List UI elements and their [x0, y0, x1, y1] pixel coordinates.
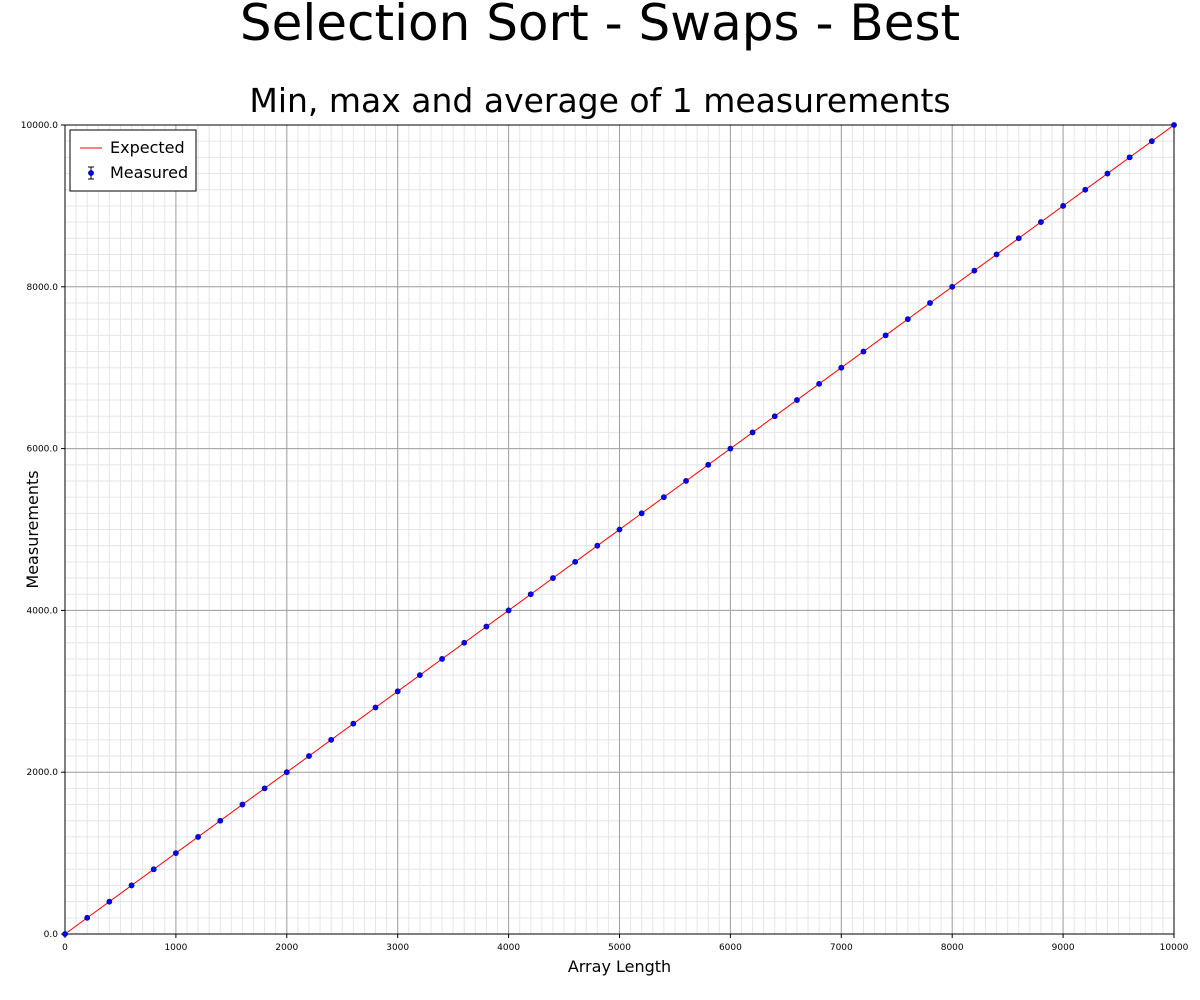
measured-point — [550, 575, 556, 581]
measured-point — [816, 380, 823, 387]
measured-point — [505, 607, 512, 614]
x-tick-label: 4000 — [497, 943, 520, 953]
legend-measured-swatch — [88, 166, 94, 180]
y-axis-ticks: 0.0 2000.0 4000.0 6000.0 8000.0 10000.0 — [21, 121, 65, 940]
measured-point — [1082, 186, 1089, 193]
measured-point — [949, 283, 956, 290]
y-tick-label: 6000.0 — [27, 445, 59, 455]
legend-measured-point — [88, 170, 94, 176]
y-tick-label: 8000.0 — [27, 283, 59, 293]
y-tick-label: 0.0 — [44, 930, 59, 940]
measured-point — [217, 817, 224, 824]
measured-point — [572, 558, 579, 565]
measured-point — [1148, 138, 1155, 145]
measured-point — [683, 478, 689, 484]
x-tick-label: 3000 — [386, 943, 409, 953]
x-axis-label: Array Length — [568, 957, 671, 976]
legend-measured-label: Measured — [110, 163, 188, 182]
measured-point — [860, 348, 867, 355]
x-tick-label: 2000 — [275, 943, 298, 953]
x-tick-label: 9000 — [1052, 943, 1075, 953]
measured-point — [838, 364, 845, 371]
measured-point — [439, 656, 445, 662]
measured-point — [461, 639, 468, 646]
x-tick-label: 1000 — [164, 943, 187, 953]
measured-point — [416, 672, 423, 679]
measured-point — [84, 914, 91, 921]
measured-point — [1104, 170, 1111, 177]
measured-point — [749, 429, 756, 436]
y-axis-label: Measurements — [23, 470, 42, 588]
measured-point — [483, 623, 490, 630]
measured-point — [1171, 122, 1177, 128]
measured-point — [616, 526, 623, 533]
y-tick-label: 4000.0 — [27, 606, 59, 616]
legend: Expected Measured — [69, 129, 197, 192]
measured-point — [705, 461, 712, 468]
series-layer — [62, 122, 1177, 937]
legend-box — [69, 129, 197, 192]
x-tick-label: 8000 — [941, 943, 964, 953]
measured-point — [172, 850, 179, 856]
measured-point — [1126, 154, 1133, 161]
measured-point — [283, 769, 290, 776]
measured-point — [261, 785, 268, 792]
y-tick-label: 10000.0 — [21, 121, 58, 131]
measured-point — [882, 332, 889, 339]
measured-point — [527, 591, 534, 598]
measured-point — [1038, 219, 1044, 225]
measured-point — [660, 494, 667, 501]
measured-point — [794, 397, 800, 403]
measured-point — [638, 510, 645, 517]
measured-point — [771, 413, 778, 420]
chart-title: Selection Sort - Swaps - Best — [239, 0, 961, 52]
measured-point — [372, 704, 379, 711]
measured-point — [62, 931, 68, 937]
measured-point — [394, 688, 401, 695]
x-tick-label: 10000 — [1160, 943, 1189, 953]
measured-point — [350, 720, 357, 727]
measured-point — [239, 801, 246, 808]
x-tick-label: 6000 — [719, 943, 742, 953]
measured-point — [971, 267, 978, 274]
measured-point — [727, 445, 734, 452]
measured-point — [306, 753, 312, 759]
measured-point — [150, 866, 157, 873]
measured-point — [594, 542, 601, 549]
measured-point — [904, 316, 911, 323]
measured-point — [1060, 202, 1066, 209]
legend-expected-label: Expected — [110, 138, 185, 157]
measured-point — [106, 898, 113, 905]
x-tick-label: 0 — [62, 943, 68, 953]
x-tick-label: 7000 — [830, 943, 853, 953]
x-axis-ticks: 0 1000 2000 3000 4000 5000 6000 7000 8000 9000 100… — [62, 934, 1189, 953]
measured-point — [195, 834, 201, 840]
chart-subtitle: Min, max and average of 1 measurements — [249, 81, 951, 120]
y-tick-label: 2000.0 — [27, 768, 59, 778]
measured-point — [993, 251, 1000, 258]
measured-point — [1015, 235, 1022, 242]
x-tick-label: 5000 — [608, 943, 631, 953]
measured-point — [927, 300, 933, 306]
measured-point — [128, 882, 135, 889]
measured-point — [328, 736, 335, 743]
